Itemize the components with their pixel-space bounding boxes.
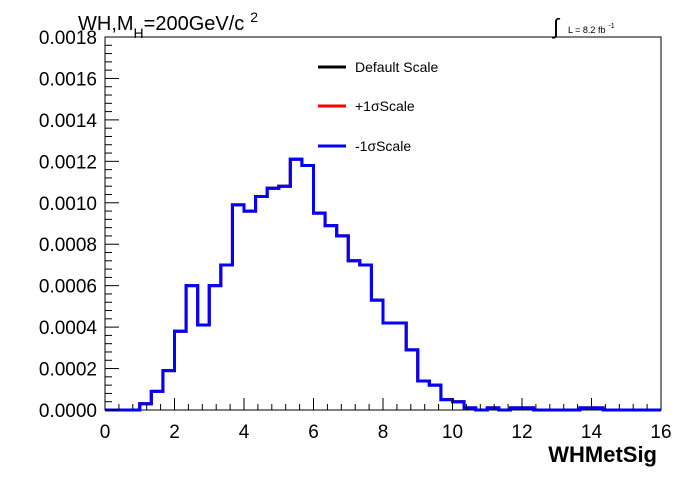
y-tick-label: 0.0006 bbox=[39, 277, 97, 298]
y-tick-label: 0.0002 bbox=[39, 360, 97, 381]
y-tick-labels: 0.0000 0.0002 0.0004 0.0006 0.0008 0.0010 0.00… bbox=[39, 28, 98, 422]
y-tick-label: 0.0004 bbox=[39, 318, 98, 339]
legend-label: +1σScale bbox=[355, 98, 415, 114]
luminosity-integral-symbol: ∫ bbox=[551, 14, 561, 39]
y-tick-label: 0.0012 bbox=[39, 152, 97, 173]
x-tick-label: 14 bbox=[581, 422, 603, 443]
chart-title-middle: =200GeV/c bbox=[144, 13, 245, 35]
chart-title-prefix: WH,M bbox=[78, 13, 134, 35]
y-tick-label: 0.0016 bbox=[39, 69, 97, 90]
legend: Default Scale +1σScale -1σScale bbox=[318, 59, 438, 154]
luminosity-text: L = 8.2 fb bbox=[568, 25, 605, 35]
x-tick-label: 8 bbox=[378, 422, 389, 443]
chart-title-subscript: H bbox=[134, 25, 144, 41]
x-tick-label: 10 bbox=[442, 422, 463, 443]
x-tick-label: 6 bbox=[308, 422, 319, 443]
y-tick-label: 0.0000 bbox=[39, 401, 97, 422]
x-tick-label: 0 bbox=[100, 422, 111, 443]
x-tick-label: 16 bbox=[650, 422, 671, 443]
y-tick-label: 0.0014 bbox=[39, 111, 98, 132]
tick-marks bbox=[104, 36, 662, 411]
x-axis-title: WHMetSig bbox=[548, 442, 657, 467]
x-tick-labels: 0 2 4 6 8 10 12 14 16 bbox=[100, 422, 672, 443]
chart-title-superscript: 2 bbox=[250, 9, 258, 25]
x-tick-label: 12 bbox=[511, 422, 532, 443]
chart-title: WH,MH=200GeV/c 2 bbox=[78, 9, 258, 41]
y-tick-label: 0.0010 bbox=[39, 194, 97, 215]
legend-label: Default Scale bbox=[355, 59, 438, 75]
y-tick-label: 0.0018 bbox=[39, 28, 97, 49]
series-group bbox=[105, 157, 661, 412]
x-tick-label: 2 bbox=[169, 422, 180, 443]
y-tick-label: 0.0008 bbox=[39, 235, 97, 256]
series-line-3 bbox=[105, 157, 661, 412]
x-tick-label: 4 bbox=[239, 422, 250, 443]
luminosity-superscript: -1 bbox=[608, 23, 614, 30]
luminosity-label: L = 8.2 fb -1 bbox=[568, 23, 615, 35]
legend-label: -1σScale bbox=[355, 138, 411, 154]
plot-frame bbox=[104, 36, 662, 411]
